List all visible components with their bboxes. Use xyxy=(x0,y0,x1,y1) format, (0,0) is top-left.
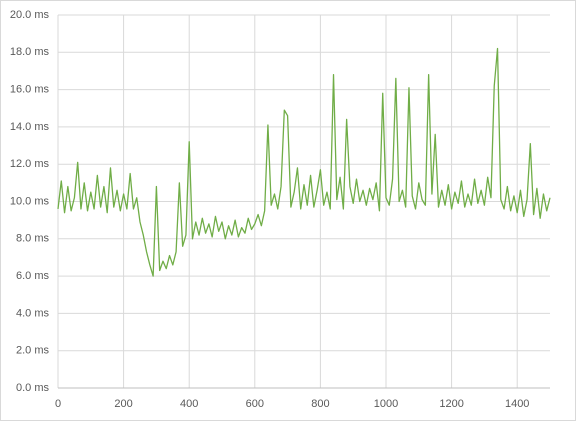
x-tick-label: 200 xyxy=(114,398,132,410)
y-tick-label: 20.0 ms xyxy=(10,9,50,21)
y-tick-label: 2.0 ms xyxy=(16,345,50,357)
data-line xyxy=(57,47,551,277)
y-tick-label: 0.0 ms xyxy=(16,382,50,394)
x-tick-label: 1400 xyxy=(505,398,529,410)
y-tick-label: 10.0 ms xyxy=(10,195,50,207)
y-tick-label: 12.0 ms xyxy=(10,158,50,170)
chart-frame xyxy=(0,0,576,421)
x-tick-label: 400 xyxy=(180,398,198,410)
x-tick-label: 800 xyxy=(311,398,329,410)
y-tick-label: 4.0 ms xyxy=(16,307,50,319)
y-tick-label: 16.0 ms xyxy=(10,84,50,96)
x-tick-label: 1200 xyxy=(439,398,463,410)
y-tick-label: 14.0 ms xyxy=(10,121,50,133)
y-tick-label: 18.0 ms xyxy=(10,46,50,58)
y-tick-label: 8.0 ms xyxy=(16,233,50,245)
y-tick-label: 6.0 ms xyxy=(16,270,50,282)
x-tick-label: 0 xyxy=(55,398,61,410)
x-tick-label: 1000 xyxy=(374,398,398,410)
x-tick-label: 600 xyxy=(246,398,264,410)
